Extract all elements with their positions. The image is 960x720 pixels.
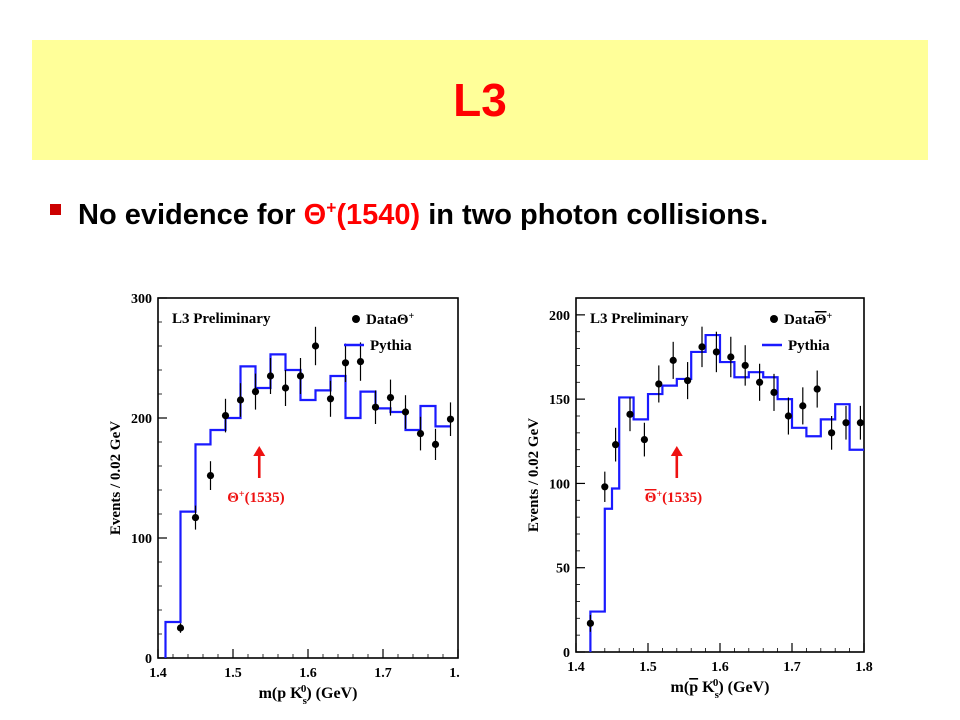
chart1-data-point-5	[655, 380, 663, 388]
chart0-data-point-7	[281, 384, 290, 392]
chart1-data-point-19	[856, 419, 864, 427]
chart-right: 0 50 100 150 200 1.4 1.5 1.6 1.7 1.8 Events / 0.02…	[518, 290, 878, 715]
chart0-data-point-0	[176, 624, 185, 632]
chart-left-svg: 0 100 200 300 1.4 1.5 1.6 1.7 1.8 Events / 0.02 G…	[108, 292, 467, 707]
chart0-data-point-8	[296, 372, 305, 380]
chart1-annotation-arrow-head-icon	[670, 446, 683, 456]
chart1-ytick-label-2: 100	[549, 477, 570, 492]
chart0-ytick-label-3: 300	[131, 292, 152, 307]
chart1-legend-data-marker	[770, 315, 778, 323]
chart1-data-point-0	[586, 619, 594, 627]
chart0-legend-data-marker	[352, 315, 360, 323]
chart1-data-point-8	[698, 343, 706, 351]
chart1-data-point-4	[640, 436, 648, 444]
chart-left: 0 100 200 300 1.4 1.5 1.6 1.7 1.8 Events / 0.02 G…	[108, 290, 467, 715]
chart0-data-point-12	[356, 358, 365, 366]
chart1-pythia-histogram	[589, 333, 864, 652]
chart0-data-point-14	[386, 394, 395, 402]
chart1-panel-label: L3 Preliminary	[590, 311, 689, 327]
chart-right-svg: 0 50 100 150 200 1.4 1.5 1.6 1.7 1.8 Events / 0.02…	[526, 297, 873, 701]
theta-charge: +	[326, 197, 337, 218]
bullet-text-pre: No evidence for	[78, 199, 304, 231]
chart1-xtick-label-3: 1.7	[783, 660, 801, 675]
chart1-data-point-11	[741, 361, 749, 370]
chart0-xtick-label-2: 1.6	[299, 666, 317, 681]
chart1-data-point-2	[612, 441, 620, 449]
chart1-data-point-10	[727, 353, 735, 361]
chart1-ylabel: Events / 0.02 GeV	[526, 418, 542, 532]
chart1-legend-data-label: DataΘ+	[784, 311, 833, 329]
chart0-data-point-18	[446, 415, 455, 423]
chart1-xtick-label-2: 1.6	[711, 660, 729, 675]
chart0-xtick-label-4: 1.8	[449, 666, 460, 681]
chart0-data-point-4	[236, 396, 245, 404]
chart0-annotation-arrow-head-icon	[253, 446, 266, 456]
chart0-ytick-label-0: 0	[145, 652, 152, 667]
chart1-data-point-13	[770, 388, 778, 396]
chart0-ytick-label-2: 200	[131, 412, 152, 427]
theta-mass: (1540)	[336, 199, 421, 231]
chart1-data-point-6	[669, 356, 677, 364]
chart1-xtick-label-0: 1.4	[567, 660, 585, 675]
chart0-ylabel: Events / 0.02 GeV	[108, 421, 124, 535]
chart0-xtick-label-3: 1.7	[374, 666, 392, 681]
chart0-data-point-16	[416, 430, 425, 438]
bullet-marker-icon	[50, 204, 61, 215]
chart1-data-point-1	[601, 483, 609, 491]
chart1-ytick-label-4: 200	[549, 309, 570, 324]
chart1-data-point-18	[842, 419, 850, 427]
chart0-annotation-label: Θ+(1535)	[227, 489, 284, 507]
chart0-data-point-2	[206, 472, 215, 480]
chart1-xtick-label-1: 1.5	[639, 660, 657, 675]
chart0-data-point-9	[311, 342, 320, 350]
chart0-legend-data-label: DataΘ+	[366, 311, 415, 329]
title-banner: L3	[32, 40, 928, 160]
chart1-ytick-label-3: 150	[549, 393, 570, 408]
chart0-plot-frame	[157, 297, 459, 659]
slide-title: L3	[453, 74, 507, 126]
chart1-data-point-3	[626, 410, 634, 418]
chart1-data-point-14	[784, 412, 792, 420]
chart0-legend-pythia-label: Pythia	[370, 338, 412, 354]
chart1-ytick-label-0: 0	[563, 646, 570, 661]
chart0-xlabel: m(p Ks0) (GeV)	[259, 683, 358, 707]
chart0-panel-label: L3 Preliminary	[172, 311, 271, 327]
chart1-ytick-label-1: 50	[556, 562, 570, 577]
chart1-data-point-16	[813, 385, 821, 393]
chart0-data-point-13	[371, 403, 380, 411]
chart0-data-point-3	[221, 412, 230, 420]
chart1-data-point-12	[756, 378, 764, 386]
chart1-xtick-label-4: 1.8	[855, 660, 873, 675]
chart0-data-point-10	[326, 395, 335, 403]
chart0-data-point-17	[431, 440, 440, 448]
chart0-data-point-15	[401, 408, 410, 416]
chart1-legend-pythia-label: Pythia	[788, 338, 830, 354]
chart1-data-point-15	[799, 402, 807, 410]
chart1-data-point-17	[828, 429, 836, 437]
chart0-xtick-label-0: 1.4	[149, 666, 167, 681]
bullet-text: No evidence for Θ+(1540) in two photon c…	[78, 196, 838, 234]
chart0-xtick-label-1: 1.5	[224, 666, 242, 681]
chart0-pythia-histogram	[164, 353, 451, 658]
theta-particle: Θ+(1540)	[304, 199, 421, 231]
bullet-text-post: in two photon collisions.	[420, 199, 769, 231]
chart1-data-point-9	[712, 348, 720, 356]
chart0-data-point-11	[341, 359, 350, 367]
chart1-xlabel: m(p Ks0) (GeV)	[671, 677, 770, 701]
chart1-annotation-label: Θ+(1535)	[645, 489, 702, 507]
chart0-data-point-5	[251, 388, 260, 396]
chart0-data-point-6	[266, 372, 275, 380]
theta-symbol: Θ	[303, 199, 327, 231]
chart1-data-point-7	[684, 377, 692, 385]
chart0-data-point-1	[191, 514, 200, 522]
chart0-ytick-label-1: 100	[131, 532, 152, 547]
